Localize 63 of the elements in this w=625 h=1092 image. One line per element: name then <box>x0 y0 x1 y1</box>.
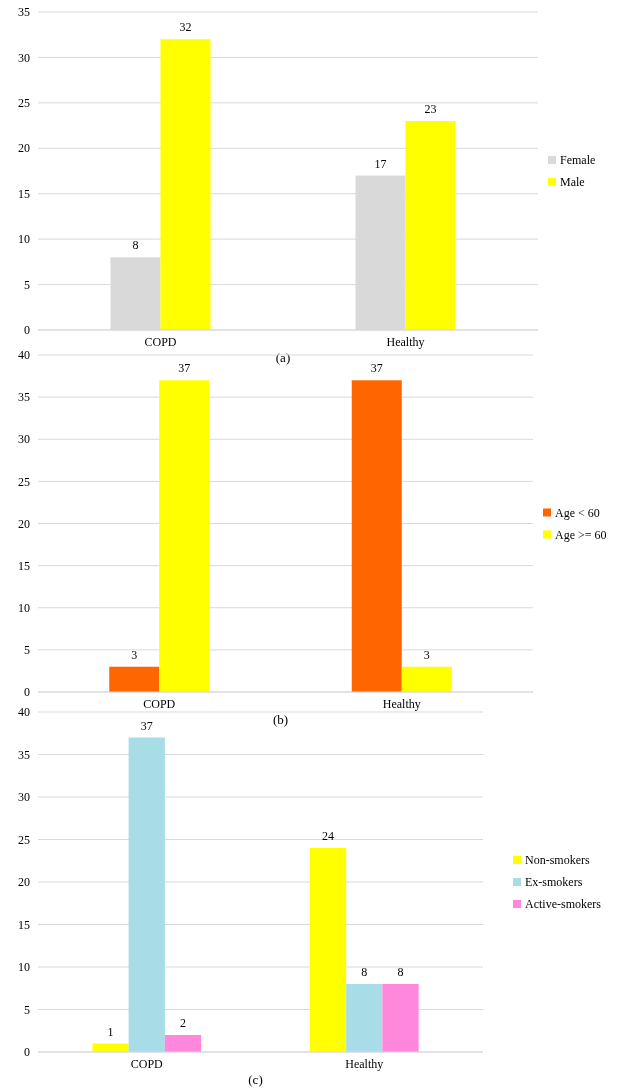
x-tick-label: Healthy <box>382 697 421 711</box>
y-tick-label: 40 <box>18 348 30 363</box>
y-tick-label: 20 <box>18 875 30 890</box>
x-axis-title: (c) <box>248 1072 263 1087</box>
data-label: 2 <box>180 1016 186 1030</box>
bar <box>309 848 347 1052</box>
data-label: 37 <box>140 718 153 733</box>
y-tick-label: 30 <box>18 790 30 805</box>
data-label: 37 <box>178 361 191 376</box>
y-tick-label: 10 <box>18 960 30 975</box>
data-label: 3 <box>131 647 138 662</box>
y-tick-label: 20 <box>18 516 30 531</box>
legend-label: Ex-smokers <box>525 875 583 890</box>
bar <box>382 984 419 1052</box>
data-label: 3 <box>423 647 430 662</box>
data-label: 24 <box>322 829 334 843</box>
legend-label: Active-smokers <box>525 897 602 912</box>
y-tick-label: 0 <box>24 1045 30 1060</box>
bar <box>128 737 165 1052</box>
y-tick-label: 30 <box>18 50 30 65</box>
x-tick-label: Healthy <box>386 335 425 349</box>
x-tick-label: COPD <box>143 697 176 711</box>
y-tick-label: 15 <box>18 186 30 201</box>
legend-label: Female <box>560 153 596 168</box>
bar <box>164 1035 202 1052</box>
y-tick-label: 15 <box>18 558 30 573</box>
y-tick-label: 5 <box>24 1002 30 1017</box>
y-tick-label: 25 <box>18 96 30 111</box>
y-tick-label: 10 <box>18 600 30 615</box>
data-label: 17 <box>374 156 387 171</box>
y-tick-label: 15 <box>18 917 30 932</box>
x-axis-title: (b) <box>272 712 289 727</box>
y-tick-label: 30 <box>18 432 30 447</box>
x-axis-title: (a) <box>275 350 291 365</box>
data-label: 8 <box>361 965 368 979</box>
data-label: 1 <box>107 1024 114 1039</box>
y-tick-label: 20 <box>18 141 30 156</box>
bar <box>346 984 383 1052</box>
x-tick-label: COPD <box>144 335 177 349</box>
y-tick-label: 40 <box>18 705 30 720</box>
y-tick-label: 10 <box>18 232 30 247</box>
bar <box>160 39 211 330</box>
data-label: 37 <box>370 361 383 376</box>
legend-label: Age >= 60 <box>555 527 607 542</box>
data-label: 23 <box>424 102 437 117</box>
x-tick-label: COPD <box>130 1057 164 1071</box>
legend-label: Age < 60 <box>555 505 600 520</box>
y-tick-label: 0 <box>24 323 30 338</box>
y-tick-label: 25 <box>18 832 30 847</box>
x-tick-label: Healthy <box>345 1057 384 1071</box>
y-tick-label: 5 <box>24 277 30 292</box>
data-label: 32 <box>179 20 192 35</box>
y-tick-label: 5 <box>24 643 30 658</box>
y-tick-label: 35 <box>18 747 30 762</box>
y-tick-label: 25 <box>18 474 30 489</box>
bar <box>405 121 456 330</box>
legend-label: Non-smokers <box>525 853 590 868</box>
y-tick-label: 35 <box>18 5 30 20</box>
data-label: 8 <box>132 238 139 253</box>
legend-label: Male <box>560 175 585 190</box>
y-tick-label: 35 <box>18 390 30 405</box>
y-tick-label: 0 <box>24 685 30 700</box>
data-label: 8 <box>397 965 404 979</box>
